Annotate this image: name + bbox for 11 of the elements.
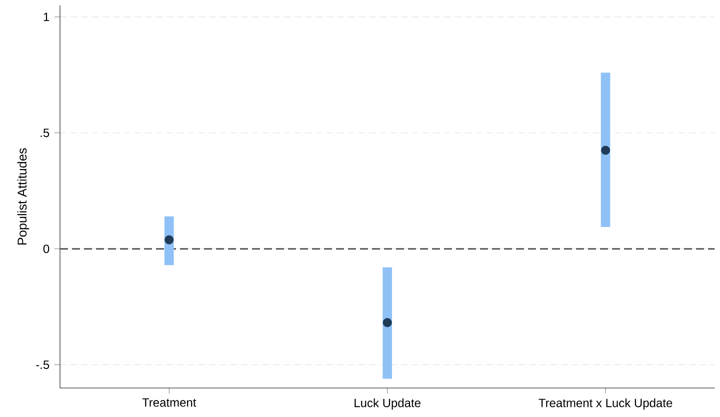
y-axis-title: Populist Attitudes	[17, 148, 30, 245]
x-tick-label: Luck Update	[354, 398, 420, 410]
point	[601, 146, 610, 155]
y-tick-label: 1	[44, 12, 50, 22]
y-tick-label: .5	[40, 128, 50, 138]
y-tick-label: 0	[43, 244, 50, 254]
point	[164, 235, 174, 244]
x-tick-label: Treatment	[142, 398, 196, 407]
x-tick-label: Treatment x Luck Update	[538, 398, 672, 410]
point	[382, 318, 392, 328]
y-tick-label: -.5	[36, 360, 50, 369]
